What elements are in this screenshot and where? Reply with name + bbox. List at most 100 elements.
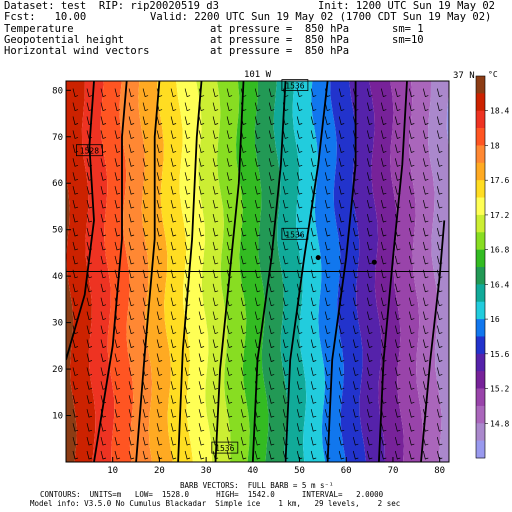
wind-barb xyxy=(100,158,107,167)
wind-barb xyxy=(198,367,205,376)
wind-barb xyxy=(366,381,373,390)
wind-barb xyxy=(394,102,401,112)
wind-barb xyxy=(226,437,233,446)
wind-barb xyxy=(240,200,247,209)
wind-barb xyxy=(366,158,373,167)
wind-barb xyxy=(240,353,247,362)
wind-barb xyxy=(394,116,401,125)
height-contour xyxy=(378,81,408,462)
wind-barb xyxy=(142,423,149,432)
wind-barb xyxy=(408,381,415,390)
wind-barb xyxy=(408,241,415,251)
wind-barb xyxy=(72,269,79,279)
wind-barb xyxy=(128,214,135,223)
wind-barb xyxy=(114,409,121,418)
wind-barb xyxy=(422,144,429,153)
wind-barb xyxy=(268,186,275,195)
contour-label-box xyxy=(281,227,309,240)
wind-barb xyxy=(324,200,331,209)
colorbar-swatch xyxy=(476,423,485,441)
x-tick-label: 20 xyxy=(154,466,165,476)
wind-barb xyxy=(128,297,135,307)
wind-barb xyxy=(128,102,135,112)
wind-barb xyxy=(408,423,415,432)
wind-barb xyxy=(184,353,191,362)
wind-barb xyxy=(170,367,177,376)
wind-barb xyxy=(310,325,317,335)
wind-barb xyxy=(296,255,303,265)
wind-barb xyxy=(212,158,219,167)
wind-barb xyxy=(254,227,261,237)
wind-barb xyxy=(268,158,275,167)
wind-barb xyxy=(212,241,219,251)
colorbar-swatch xyxy=(476,162,485,181)
wind-barb xyxy=(170,437,177,446)
wind-barb xyxy=(268,423,275,432)
wind-barb xyxy=(72,353,79,362)
wind-barb xyxy=(394,255,401,265)
wind-barb xyxy=(254,144,261,153)
wind-barb xyxy=(436,186,443,195)
wind-barb xyxy=(366,200,373,209)
wind-barb xyxy=(226,353,233,362)
wind-barb xyxy=(310,269,317,279)
wind-barb xyxy=(128,172,135,181)
wind-barb xyxy=(128,339,135,348)
wind-barb xyxy=(366,437,373,446)
colorbar-swatch xyxy=(476,405,485,424)
wind-barb xyxy=(198,437,205,446)
wind-barb xyxy=(296,353,303,362)
wind-barb xyxy=(296,214,303,223)
wind-barb xyxy=(394,311,401,321)
wind-barb xyxy=(142,395,149,404)
y-tick-label: 50 xyxy=(52,226,63,236)
colorbar-label: 16 xyxy=(490,315,500,324)
wind-barb xyxy=(436,423,443,432)
wind-barb xyxy=(394,437,401,446)
wind-barb xyxy=(254,102,261,112)
colorbar-swatch xyxy=(476,319,485,337)
fcst-label: Fcst: 10.00 xyxy=(4,11,87,23)
wind-barb xyxy=(184,130,191,139)
wind-barb xyxy=(282,311,289,321)
field2-name: Geopotential height xyxy=(4,34,125,46)
height-contour xyxy=(177,81,203,462)
colorbar-swatch xyxy=(476,180,485,198)
wind-barb xyxy=(296,102,303,112)
wind-barb xyxy=(212,186,219,195)
wind-barb xyxy=(72,423,79,432)
wind-barb xyxy=(366,255,373,265)
wind-barb xyxy=(114,144,121,153)
wind-barb xyxy=(366,172,373,181)
wind-barb xyxy=(408,116,415,125)
wind-barb xyxy=(310,437,317,446)
wind-barb xyxy=(72,227,79,237)
wind-barb xyxy=(114,339,121,348)
wind-barb xyxy=(408,353,415,362)
wind-barb xyxy=(86,423,93,432)
wind-barb xyxy=(380,186,387,195)
wind-barb xyxy=(72,130,79,139)
wind-barbs xyxy=(72,88,443,460)
wind-barb xyxy=(282,130,289,139)
wind-barb xyxy=(338,102,345,112)
wind-barb xyxy=(268,367,275,376)
wind-barb xyxy=(198,158,205,167)
wind-barb xyxy=(254,311,261,321)
wind-barb xyxy=(128,353,135,362)
colorbar-frame xyxy=(475,75,486,459)
wind-barb xyxy=(408,255,415,265)
wind-barb xyxy=(282,172,289,181)
wind-barb xyxy=(212,311,219,321)
wind-barb xyxy=(72,283,79,293)
wind-barb xyxy=(100,269,107,279)
wind-barb xyxy=(380,158,387,167)
wind-barb xyxy=(100,450,107,460)
x-tick-label: 60 xyxy=(341,466,352,476)
wind-barb xyxy=(324,283,331,293)
wind-barb xyxy=(408,297,415,307)
wind-barb xyxy=(338,255,345,265)
wind-barb xyxy=(380,255,387,265)
wind-barb xyxy=(310,409,317,418)
wind-barb xyxy=(198,172,205,181)
